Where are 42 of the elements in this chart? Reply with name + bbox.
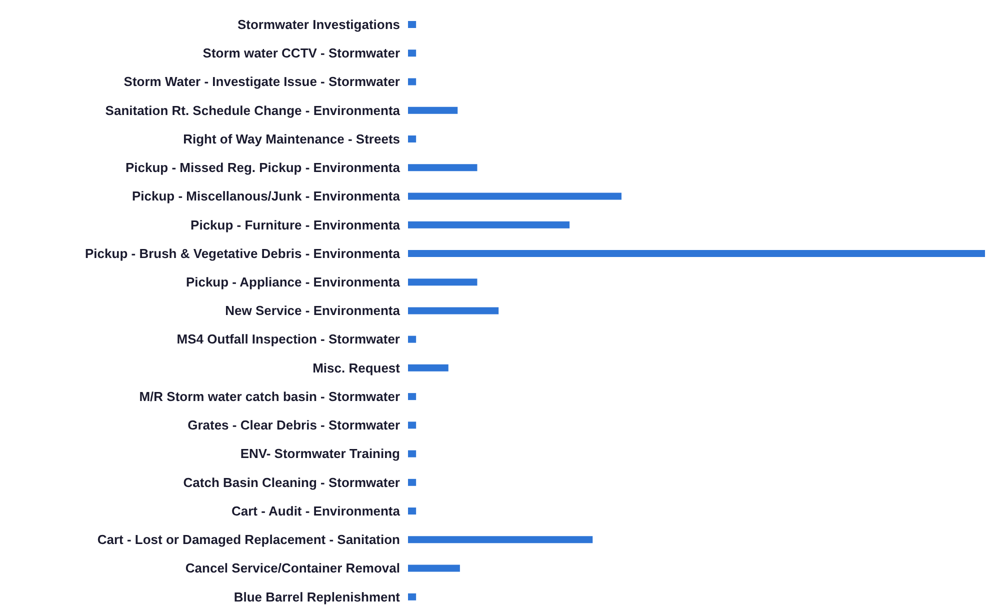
- bar: [408, 192, 622, 200]
- y-tick-label: Pickup - Furniture - Environmenta: [190, 217, 401, 232]
- bar: [408, 564, 460, 572]
- bar: [408, 393, 416, 400]
- y-tick-label: ENV- Stormwater Training: [240, 446, 400, 462]
- bar: [408, 364, 448, 372]
- bar: [408, 78, 416, 86]
- y-tick-label: Blue Barrel Replenishment: [234, 589, 401, 604]
- bar: [408, 478, 416, 486]
- bar: [408, 250, 985, 257]
- bar: [408, 164, 478, 172]
- y-tick-label: M/R Storm water catch basin - Stormwater: [139, 388, 400, 404]
- y-tick-label: Misc. Request: [312, 360, 401, 376]
- bar: [408, 21, 416, 28]
- y-tick-label: Storm water CCTV - Stormwater: [202, 46, 400, 61]
- y-tick-label: Cancel Service/Container Removal: [185, 560, 400, 576]
- y-tick-label: Pickup - Brush & Vegetative Debris - Environmenta: [85, 246, 401, 261]
- bar: [408, 50, 416, 57]
- y-tick-label: New Service - Environmenta: [225, 303, 401, 318]
- y-tick-label: Stormwater Investigations: [237, 16, 400, 32]
- y-tick-label: Pickup - Missed Reg. Pickup - Environmenta: [125, 160, 401, 176]
- y-tick-label: Sanitation Rt. Schedule Change - Environmenta: [105, 102, 401, 118]
- y-tick-label: Right of Way Maintenance - Streets: [183, 131, 400, 146]
- bar: [408, 278, 478, 286]
- y-tick-label: Cart - Audit - Environmenta: [231, 503, 401, 518]
- bar: [408, 508, 416, 515]
- bar: [408, 135, 416, 142]
- bar: [408, 450, 416, 458]
- y-tick-label: Cart - Lost or Damaged Replacement - Sanitation: [97, 532, 400, 548]
- bar: [408, 536, 593, 544]
- bar: [408, 593, 416, 600]
- y-tick-label: Catch Basin Cleaning - Stormwater: [183, 474, 400, 490]
- y-tick-label: Pickup - Appliance - Environmenta: [186, 274, 401, 290]
- bar: [408, 106, 458, 114]
- bar: [408, 307, 499, 314]
- bar: [408, 221, 570, 228]
- y-tick-label: MS4 Outfall Inspection - Stormwater: [176, 332, 400, 347]
- y-tick-label: Pickup - Miscellanous/Junk - Environmenta: [132, 188, 401, 204]
- y-tick-label: Storm Water - Investigate Issue - Stormwater: [124, 74, 400, 90]
- bar: [408, 422, 416, 429]
- y-tick-label: Grates - Clear Debris - Stormwater: [188, 418, 400, 433]
- bar: [408, 336, 416, 343]
